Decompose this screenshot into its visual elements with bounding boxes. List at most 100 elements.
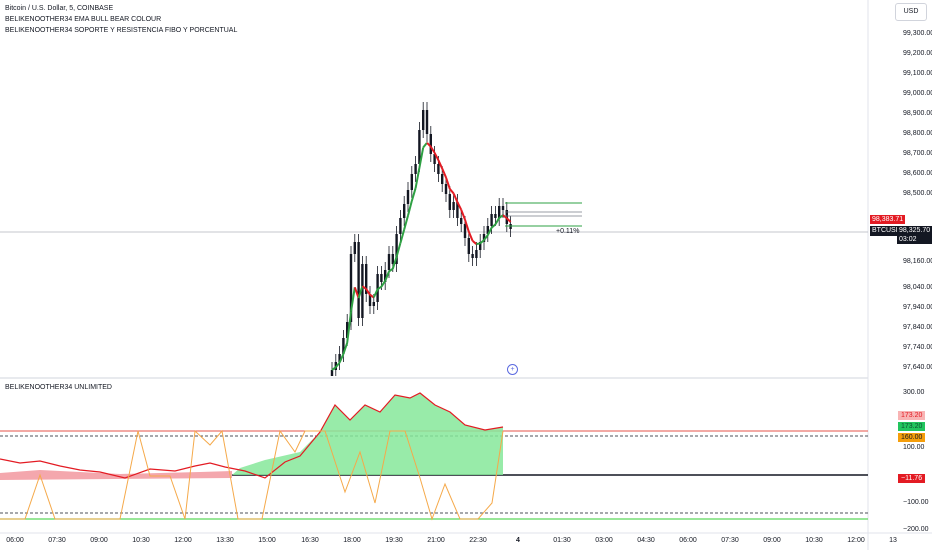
candle-body <box>403 204 406 218</box>
candle-body <box>410 174 413 190</box>
ema-line-segment <box>414 167 421 189</box>
ema-line-segment <box>422 142 428 149</box>
ema-line-segment <box>506 217 512 223</box>
indicator-orange-tag: 160.00 <box>898 433 926 442</box>
candle-body <box>448 194 451 210</box>
candle-body <box>395 234 398 264</box>
candle-body <box>391 254 394 264</box>
ema-line-segment <box>361 285 367 290</box>
price-tick-label: 98,500.00 <box>903 190 932 197</box>
bull-area <box>232 393 503 475</box>
time-tick-label: 12:00 <box>847 537 865 544</box>
ema-line-segment <box>380 280 387 288</box>
percent-change-label: +0.11% <box>556 228 580 235</box>
ema-line-segment <box>407 200 413 216</box>
ema-line-segment <box>335 361 341 368</box>
candle-body <box>418 130 421 164</box>
currency-button[interactable]: USD <box>895 3 927 21</box>
ema-line-segment <box>502 214 508 220</box>
candle-body <box>368 294 372 306</box>
ema-line-segment <box>338 353 345 363</box>
ema-line-segment <box>452 193 459 203</box>
candle-body <box>486 226 489 234</box>
candle-body <box>330 370 334 376</box>
candle-body <box>479 242 482 250</box>
last-price-value: 98,325.70 <box>899 227 931 234</box>
ema-line-segment <box>441 168 447 178</box>
ema-line-segment <box>494 217 501 225</box>
candle-body <box>380 274 383 282</box>
candle-body <box>463 224 467 238</box>
indicator-red-tag: 173.20 <box>898 411 926 420</box>
ema-line-segment <box>391 256 398 270</box>
last-price-box: 98,325.70 03:02 <box>897 226 932 244</box>
signal-line <box>0 392 504 479</box>
indicator-legend-ema[interactable]: BELIKENOOTHER34 EMA BULL BEAR COLOUR <box>5 16 162 23</box>
candle-body <box>437 164 440 174</box>
bear-area-lower <box>0 475 232 480</box>
time-tick-label: 10:30 <box>805 537 823 544</box>
price-tick-label: 98,800.00 <box>903 130 932 137</box>
ema-line-segment <box>471 240 478 245</box>
time-tick-label: 10:30 <box>132 537 150 544</box>
time-tick-label: 15:00 <box>258 537 276 544</box>
time-tick-label: 06:00 <box>6 537 24 544</box>
price-tick-label: 97,840.00 <box>903 324 932 331</box>
ema-line-segment <box>456 201 463 211</box>
plus-icon[interactable]: + <box>507 364 518 375</box>
time-tick-label: 18:00 <box>343 537 361 544</box>
time-tick-label: 06:00 <box>679 537 697 544</box>
indicator-green-tag: 173.20 <box>898 422 926 431</box>
ema-line-segment <box>449 188 455 195</box>
time-tick-label: 22:30 <box>469 537 487 544</box>
candle-body <box>433 154 436 164</box>
candle-body <box>494 214 497 218</box>
indicator-legend-unlimited[interactable]: BELIKENOOTHER34 UNLIMITED <box>5 384 112 391</box>
candle-body <box>406 190 410 204</box>
ema-line-segment <box>388 268 394 273</box>
price-tick-label: 99,200.00 <box>903 50 932 57</box>
symbol-legend[interactable]: Bitcoin / U.S. Dollar, 5, COINBASE <box>5 5 114 12</box>
time-tick-label: 09:00 <box>90 537 108 544</box>
ema-line-segment <box>476 242 481 246</box>
price-tick-label: 99,300.00 <box>903 30 932 37</box>
time-tick-label: 04:30 <box>637 537 655 544</box>
candle-body <box>346 322 349 338</box>
candle-body <box>372 302 375 306</box>
candle-body <box>452 202 455 210</box>
candle-body <box>349 254 353 322</box>
ema-price-tag: 98,383.71 <box>870 215 906 224</box>
indicator-legend-fibo[interactable]: BELIKENOOTHER34 SOPORTE Y RESISTENCIA FI… <box>5 27 238 34</box>
candle-body <box>353 242 356 254</box>
candle-body <box>490 214 493 226</box>
indicator-tick-label: 300.00 <box>903 389 925 396</box>
price-tick-label: 98,700.00 <box>903 150 932 157</box>
candle-body <box>342 338 345 354</box>
candle-body <box>357 242 360 318</box>
ema-line-segment <box>377 285 382 291</box>
ema-line-segment <box>437 159 444 169</box>
candle-body <box>482 234 486 242</box>
price-tick-label: 97,640.00 <box>903 364 932 371</box>
ema-line-segment <box>490 223 497 229</box>
symbol-tag: BTCUSD <box>870 226 903 236</box>
time-tick-label: 4 <box>516 537 520 544</box>
ema-line-segment <box>399 229 406 244</box>
oscillator-line <box>0 429 504 521</box>
bear-area <box>0 470 232 475</box>
candle-body <box>475 250 478 258</box>
candle-body <box>429 134 432 154</box>
ema-line-segment <box>433 152 440 161</box>
time-tick-label: 13:30 <box>216 537 234 544</box>
candle-body <box>399 218 402 234</box>
candle-body <box>460 218 463 224</box>
ema-line-segment <box>464 219 470 232</box>
candle-body <box>501 206 505 210</box>
price-tick-label: 97,940.00 <box>903 304 932 311</box>
time-tick-label: 13 <box>889 537 897 544</box>
ema-line-segment <box>445 177 451 190</box>
time-tick-label: 21:00 <box>427 537 445 544</box>
time-tick-label: 01:30 <box>553 537 571 544</box>
candle-body <box>384 270 387 282</box>
